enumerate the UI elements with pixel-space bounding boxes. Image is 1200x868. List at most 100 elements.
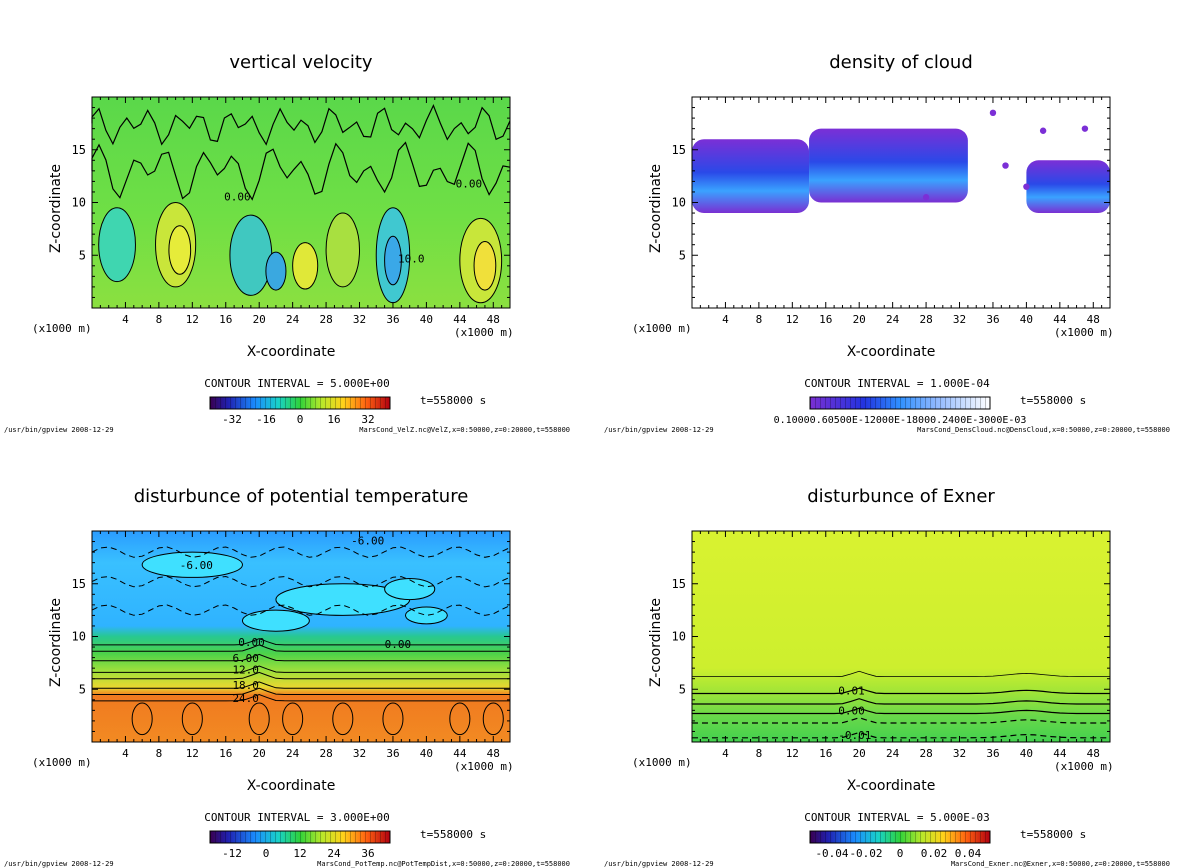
time-label: t=558000 s (1020, 394, 1086, 407)
cloud-fragment (1002, 162, 1009, 169)
panel-title: density of cloud (829, 52, 973, 73)
anomaly-cell (141, 551, 243, 578)
x-tick-label: 48 (487, 747, 500, 760)
x-tick-label: 32 (953, 313, 966, 326)
x-tick-label: 32 (353, 313, 366, 326)
contour-label: 10.0 (398, 253, 425, 266)
contour-label: 24.0 (232, 692, 259, 705)
contour-line (482, 702, 504, 736)
contour-line (691, 717, 1110, 724)
x-tick-label: 20 (853, 747, 866, 760)
x-tick-label: 48 (1087, 747, 1100, 760)
x-tick-label: 44 (453, 313, 467, 326)
x-tick-label: 12 (186, 313, 199, 326)
x-axis-label: X-coordinate (247, 778, 336, 794)
x-tick-label: 48 (1087, 313, 1100, 326)
x-tick-label: 8 (156, 747, 163, 760)
y-tick-label: 10 (72, 630, 86, 644)
plot-area (691, 531, 1110, 742)
time-label: t=558000 s (1020, 828, 1086, 841)
colorbar-frame (209, 830, 391, 844)
colorbar: 0.10000.60500E-12000E-18000.2400E-3000E-… (774, 396, 1026, 426)
contour-label: 0.00 (456, 178, 483, 191)
x-tick-label: 36 (386, 313, 399, 326)
colorbar-tick-label: 12 (293, 847, 306, 860)
colorbar-tick-label: 0.02 (921, 847, 948, 860)
x-tick-label: 36 (386, 747, 399, 760)
plot-area (91, 531, 511, 742)
contour-label: -6.00 (351, 535, 384, 548)
colorbar-tick-label: 0 (897, 847, 904, 860)
y-tick-label: 15 (672, 577, 686, 591)
colorbar: -12 0 12 24 36 (209, 830, 391, 860)
colorbar-tick-label: -16 (256, 413, 276, 426)
x-tick-label: 24 (886, 313, 900, 326)
x-tick-label: 32 (953, 747, 966, 760)
anomaly-cell (241, 609, 310, 632)
contour-label: 0.01 (838, 684, 865, 697)
panel-title: disturbunce of potential temperature (134, 486, 469, 507)
x-tick-label: 40 (1020, 747, 1033, 760)
colorbar-frame (809, 396, 991, 410)
x-unit-right: (x1000 m) (1054, 326, 1114, 339)
cloud-fragment (1023, 183, 1030, 190)
colorbar-tick-label: -0.04 (815, 847, 848, 860)
contour-interval: CONTOUR INTERVAL = 5.000E+00 (204, 377, 389, 390)
footer-left: /usr/bin/gpview 2008-12-29 (604, 860, 714, 868)
anomaly-cell (473, 241, 497, 291)
cloud-fragment (989, 109, 997, 117)
x-tick-label: 20 (253, 747, 266, 760)
time-label: t=558000 s (420, 828, 486, 841)
y-tick-label: 10 (672, 196, 686, 210)
anomaly-cell (384, 577, 436, 601)
x-tick-label: 4 (722, 313, 729, 326)
contour-interval: CONTOUR INTERVAL = 5.000E-03 (804, 811, 989, 824)
x-unit-left: (x1000 m) (632, 322, 692, 335)
contour-line (91, 687, 510, 695)
contour-line (691, 707, 1110, 715)
contour-label: -0.01 (838, 729, 871, 742)
x-unit-left: (x1000 m) (632, 756, 692, 769)
colorbar-tick-label: 36 (361, 847, 374, 860)
x-tick-label: 28 (319, 313, 332, 326)
cloud-region (1026, 160, 1110, 214)
panel-title: vertical velocity (229, 52, 373, 73)
contour-line (691, 687, 1110, 695)
x-tick-label: 12 (186, 747, 199, 760)
colorbar-tick-label: -32 (222, 413, 242, 426)
y-tick-label: 15 (72, 143, 86, 157)
anomaly-cell (405, 606, 448, 625)
time-label: t=558000 s (420, 394, 486, 407)
x-tick-label: 4 (122, 747, 129, 760)
x-tick-label: 36 (986, 747, 999, 760)
panel-disturbance-potential-temperature: disturbunce of potential temperature -6.0… (4, 486, 570, 868)
x-tick-label: 4 (122, 313, 129, 326)
x-tick-label: 8 (756, 747, 763, 760)
anomaly-cell (229, 214, 273, 296)
contour-label: 12.0 (232, 663, 259, 676)
contour-line (248, 702, 270, 736)
contour-label: -6.00 (180, 559, 213, 572)
x-tick-label: 28 (919, 313, 932, 326)
contour-line (282, 702, 304, 736)
colorbar-tick-label: 24 (327, 847, 341, 860)
x-unit-right: (x1000 m) (454, 760, 514, 773)
plot-area (91, 97, 511, 308)
x-tick-label: 24 (286, 747, 300, 760)
contour-line (131, 702, 153, 736)
contour-line (91, 665, 510, 673)
x-tick-label: 12 (786, 313, 799, 326)
x-tick-label: 44 (1053, 313, 1067, 326)
x-tick-label: 20 (853, 313, 866, 326)
y-tick-label: 5 (79, 682, 86, 696)
footer-left: /usr/bin/gpview 2008-12-29 (4, 426, 114, 434)
anomaly-cell (292, 242, 319, 290)
colorbar-tick-label: -0.02 (849, 847, 882, 860)
x-unit-right: (x1000 m) (454, 326, 514, 339)
colorbar-bins (810, 397, 990, 409)
x-tick-label: 40 (420, 747, 433, 760)
